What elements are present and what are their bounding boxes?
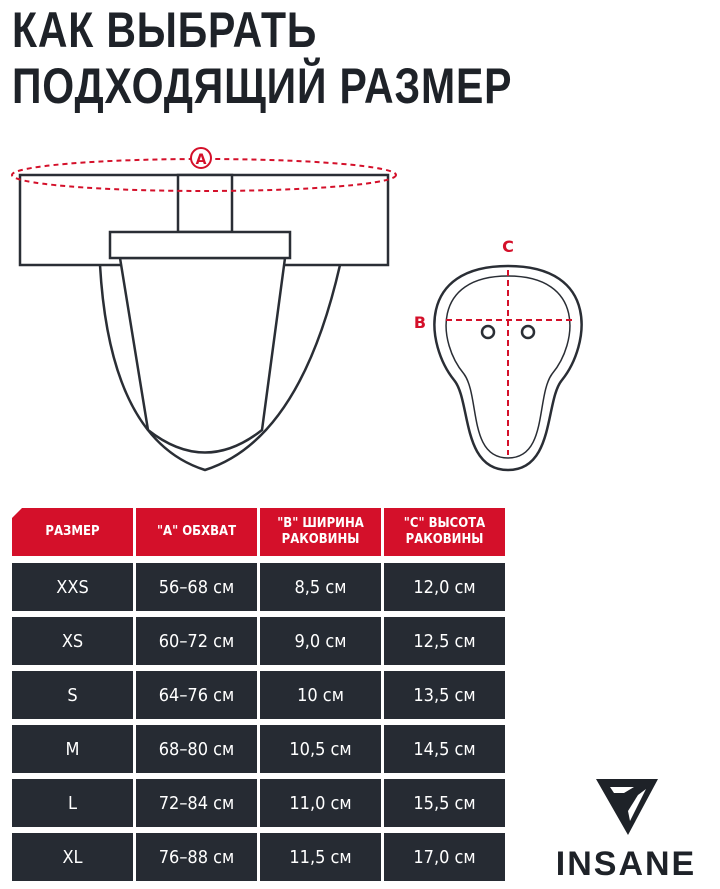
label-b: B xyxy=(414,313,426,332)
cell-cup-height: 15,5 см xyxy=(384,779,505,827)
label-c: C xyxy=(502,237,514,256)
cell-size: XXS xyxy=(12,563,133,611)
title-line-1: КАК ВЫБРАТЬ xyxy=(12,2,318,58)
brand-logo: INSANE xyxy=(538,775,714,884)
logo-text: INSANE xyxy=(555,845,697,883)
table-row: XL 76–88 см 11,5 см 17,0 см xyxy=(12,833,505,881)
size-diagram: A B C xyxy=(11,147,583,472)
table-row: L 72–84 см 11,0 см 15,5 см xyxy=(12,779,505,827)
measurement-a-line xyxy=(11,158,397,192)
header-cup-width: "B" ШИРИНА РАКОВИНЫ xyxy=(260,508,381,556)
jockstrap-drawing xyxy=(18,173,390,472)
cell-cup-height: 12,5 см xyxy=(384,617,505,665)
cell-girth: 60–72 см xyxy=(136,617,257,665)
cell-cup-width: 11,5 см xyxy=(260,833,381,881)
cell-cup-height: 17,0 см xyxy=(384,833,505,881)
cell-girth: 76–88 см xyxy=(136,833,257,881)
table-row: XS 60–72 см 9,0 см 12,5 см xyxy=(12,617,505,665)
cell-cup-width: 9,0 см xyxy=(260,617,381,665)
cell-cup-height: 12,0 см xyxy=(384,563,505,611)
header-girth: "A" ОБХВАТ xyxy=(136,508,257,556)
cell-size: S xyxy=(12,671,133,719)
cell-girth: 72–84 см xyxy=(136,779,257,827)
cell-cup-height: 14,5 см xyxy=(384,725,505,773)
triangle-logo-icon xyxy=(596,779,658,835)
table-row: XXS 56–68 см 8,5 см 12,0 см xyxy=(12,563,505,611)
cell-cup-width: 10 см xyxy=(260,671,381,719)
cup-drawing xyxy=(433,264,583,472)
header-size: РАЗМЕР xyxy=(12,508,133,556)
cell-size: XS xyxy=(12,617,133,665)
cell-cup-width: 10,5 см xyxy=(260,725,381,773)
table-row: S 64–76 см 10 см 13,5 см xyxy=(12,671,505,719)
cell-cup-width: 11,0 см xyxy=(260,779,381,827)
header-cup-height: "C" ВЫСОТА РАКОВИНЫ xyxy=(384,508,505,556)
cell-cup-width: 8,5 см xyxy=(260,563,381,611)
title-line-2: ПОДХОДЯЩИЙ РАЗМЕР xyxy=(12,58,513,114)
cell-girth: 68–80 см xyxy=(136,725,257,773)
label-a: A xyxy=(196,152,207,168)
cell-size: M xyxy=(12,725,133,773)
page-title: КАК ВЫБРАТЬ ПОДХОДЯЩИЙ РАЗМЕР xyxy=(12,2,512,114)
cell-cup-height: 13,5 см xyxy=(384,671,505,719)
cell-size: XL xyxy=(12,833,133,881)
cell-girth: 56–68 см xyxy=(136,563,257,611)
cell-size: L xyxy=(12,779,133,827)
cell-girth: 64–76 см xyxy=(136,671,257,719)
table-header: РАЗМЕР "A" ОБХВАТ "B" ШИРИНА РАКОВИНЫ "C… xyxy=(12,508,505,556)
table-row: M 68–80 см 10,5 см 14,5 см xyxy=(12,725,505,773)
label-a-circle xyxy=(190,147,212,169)
